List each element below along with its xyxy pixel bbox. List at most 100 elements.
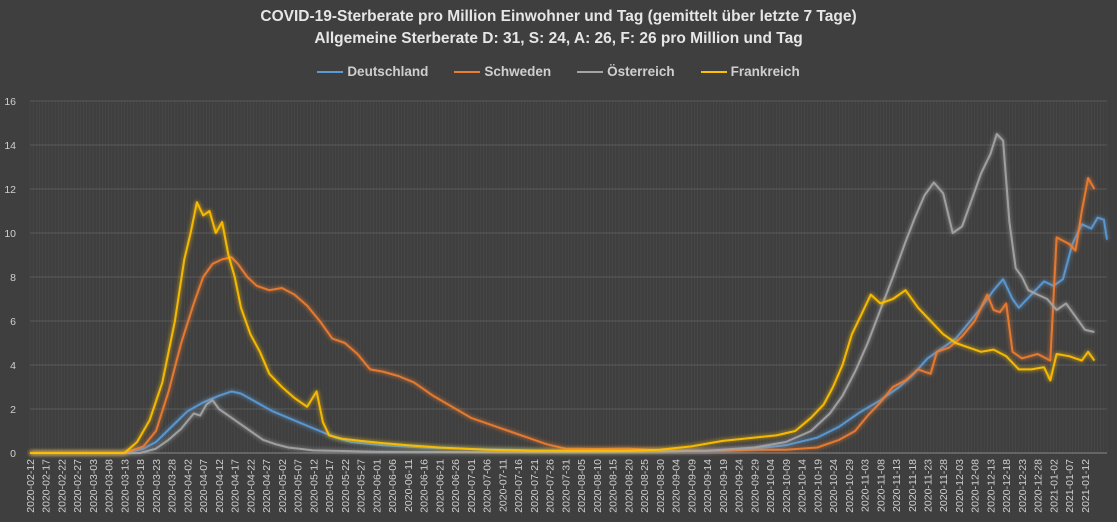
x-tick-label: 2021-01-02	[1048, 459, 1060, 513]
legend-label-deutschland: Deutschland	[347, 64, 429, 79]
x-tick-label: 2020-12-03	[954, 459, 966, 513]
x-tick-label: 2020-10-14	[797, 459, 809, 513]
x-tick-label: 2020-10-19	[812, 459, 824, 513]
x-tick-label: 2020-07-31	[560, 459, 572, 513]
y-tick-label: 14	[4, 140, 16, 152]
x-tick-label: 2020-06-16	[419, 459, 431, 513]
x-tick-label: 2020-03-28	[167, 459, 179, 513]
legend-swatch-schweden	[454, 70, 481, 73]
x-tick-label: 2020-08-30	[655, 459, 667, 513]
x-tick-label: 2020-12-08	[970, 459, 982, 513]
y-tick-label: 10	[4, 228, 16, 240]
x-tick-label: 2020-05-12	[308, 459, 320, 513]
legend-item-oesterreich[interactable]: Österreich	[577, 64, 675, 79]
legend-label-oesterreich: Österreich	[607, 64, 675, 79]
x-tick-label: 2021-01-12	[1080, 459, 1092, 513]
x-tick-label: 2020-05-22	[340, 459, 352, 513]
x-tick-label: 2020-10-09	[781, 459, 793, 513]
x-tick-label: 2020-07-26	[545, 459, 557, 513]
series-line-deutschland	[30, 216, 1108, 454]
x-tick-label: 2020-02-27	[72, 459, 84, 513]
x-tick-label: 2020-06-06	[387, 459, 399, 513]
x-tick-label: 2020-08-10	[592, 459, 604, 513]
x-tick-label: 2020-09-09	[686, 459, 698, 513]
x-tick-label: 2020-09-19	[718, 459, 730, 513]
x-tick-label: 2020-12-18	[1001, 459, 1013, 513]
x-tick-label: 2021-01-07	[1064, 459, 1076, 513]
y-tick-label: 8	[10, 272, 16, 284]
legend-swatch-deutschland	[317, 70, 344, 73]
x-tick-label: 2020-09-24	[734, 459, 746, 513]
x-tick-label: 2020-02-17	[41, 459, 53, 513]
x-tick-label: 2020-12-28	[1033, 459, 1045, 513]
x-tick-label: 2020-06-11	[403, 459, 415, 512]
x-tick-label: 2020-02-22	[56, 459, 68, 513]
x-tick-label: 2020-08-15	[608, 459, 620, 513]
series-line-frankreich	[30, 201, 1096, 454]
x-tick-label: 2020-03-18	[135, 459, 147, 513]
x-tick-label: 2020-08-20	[623, 459, 635, 513]
series-line-oesterreich	[30, 133, 1095, 454]
x-tick-label: 2020-10-24	[828, 459, 840, 513]
x-tick-label: 2020-04-22	[245, 459, 257, 513]
chart-subtitle: Allgemeine Sterberate D: 31, S: 24, A: 2…	[314, 30, 803, 47]
x-tick-label: 2020-09-04	[671, 459, 683, 513]
y-tick-label: 16	[4, 96, 16, 108]
x-tick-label: 2020-04-07	[198, 459, 210, 513]
x-tick-label: 2020-08-25	[639, 459, 651, 513]
x-tick-label: 2020-10-29	[844, 459, 856, 513]
x-tick-label: 2020-04-17	[230, 459, 242, 513]
x-tick-label: 2020-11-08	[875, 459, 887, 512]
x-tick-label: 2020-05-07	[293, 459, 305, 513]
x-tick-label: 2020-12-13	[985, 459, 997, 513]
x-tick-label: 2020-03-13	[119, 459, 131, 513]
chart-title: COVID-19-Sterberate pro Million Einwohne…	[260, 8, 857, 25]
x-tick-label: 2020-11-13	[891, 459, 903, 512]
x-tick-label: 2020-03-23	[151, 459, 163, 513]
x-tick-label: 2020-07-21	[529, 459, 541, 513]
x-tick-label: 2020-09-29	[749, 459, 761, 513]
legend-swatch-oesterreich	[577, 70, 604, 73]
y-tick-label: 12	[4, 184, 16, 196]
x-tick-label: 2020-03-03	[88, 459, 100, 513]
plot-grid	[29, 100, 1108, 454]
x-tick-label: 2020-03-08	[104, 459, 116, 513]
x-tick-label: 2020-07-16	[513, 459, 525, 513]
legend-item-schweden[interactable]: Schweden	[454, 64, 551, 79]
x-tick-label: 2020-05-02	[277, 459, 289, 513]
x-tick-label: 2020-08-05	[576, 459, 588, 513]
y-tick-label: 2	[10, 404, 16, 416]
x-tick-label: 2020-06-21	[434, 459, 446, 513]
series-lines	[30, 133, 1108, 454]
legend-item-deutschland[interactable]: Deutschland	[317, 64, 428, 79]
x-tick-label: 2020-11-03	[860, 459, 872, 512]
x-tick-label: 2020-04-27	[261, 459, 273, 513]
x-tick-label: 2020-11-18	[907, 459, 919, 512]
x-tick-label: 2020-11-23	[923, 459, 935, 512]
x-tick-label: 2020-06-26	[450, 459, 462, 513]
x-tick-label: 2020-11-28	[938, 459, 950, 512]
legend-label-frankreich: Frankreich	[730, 64, 800, 79]
legend-swatch-frankreich	[700, 70, 727, 73]
x-tick-label: 2020-02-12	[25, 459, 37, 513]
x-tick-label: 2020-04-12	[214, 459, 226, 513]
x-tick-label: 2020-05-27	[356, 459, 368, 513]
legend-item-frankreich[interactable]: Frankreich	[700, 64, 800, 79]
x-tick-label: 2020-07-06	[482, 459, 494, 513]
x-tick-label: 2020-06-01	[371, 459, 383, 513]
x-tick-label: 2020-10-04	[765, 459, 777, 513]
x-tick-label: 2020-07-01	[466, 459, 478, 513]
x-tick-label: 2020-09-14	[702, 459, 714, 513]
x-tick-label: 2020-05-17	[324, 459, 336, 513]
y-tick-label: 4	[10, 360, 16, 372]
legend: Deutschland Schweden Österreich Frankrei…	[0, 64, 1117, 79]
series-line-schweden	[30, 177, 1096, 454]
y-tick-label: 0	[10, 448, 16, 460]
x-tick-label: 2020-12-23	[1017, 459, 1029, 513]
y-tick-label: 6	[10, 316, 16, 328]
x-tick-label: 2020-04-02	[182, 459, 194, 513]
legend-label-schweden: Schweden	[484, 64, 552, 79]
x-tick-label: 2020-07-11	[497, 459, 509, 512]
